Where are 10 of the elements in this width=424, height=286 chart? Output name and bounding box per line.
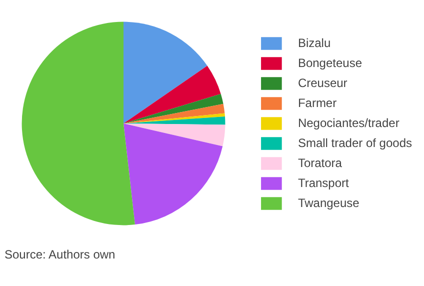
legend-label: Small trader of goods bbox=[298, 136, 412, 150]
legend-label: Creuseur bbox=[298, 76, 348, 90]
legend-label: Farmer bbox=[298, 96, 337, 110]
legend-label: Toratora bbox=[298, 156, 342, 170]
legend-label: Bizalu bbox=[298, 36, 331, 50]
source-note: Source: Authors own bbox=[4, 248, 116, 262]
legend-label: Transport bbox=[298, 176, 349, 190]
legend-label: Negociantes/trader bbox=[298, 116, 400, 130]
legend-label: Bongeteuse bbox=[298, 56, 362, 70]
legend-label: Twangeuse bbox=[298, 196, 360, 210]
